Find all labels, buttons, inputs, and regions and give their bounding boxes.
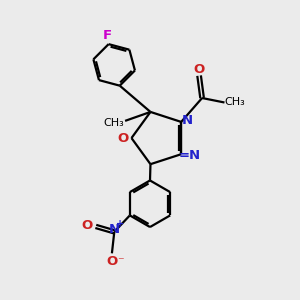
Text: F: F — [103, 29, 112, 42]
Text: N: N — [182, 114, 193, 127]
Text: O: O — [106, 255, 118, 268]
Text: N: N — [109, 223, 120, 236]
Text: =N: =N — [178, 149, 201, 162]
Text: +: + — [116, 219, 124, 230]
Text: ⁻: ⁻ — [117, 255, 124, 268]
Text: O: O — [194, 63, 205, 76]
Text: O: O — [82, 219, 93, 232]
Text: CH₃: CH₃ — [225, 98, 245, 107]
Text: O: O — [118, 132, 129, 145]
Text: CH₃: CH₃ — [103, 118, 124, 128]
